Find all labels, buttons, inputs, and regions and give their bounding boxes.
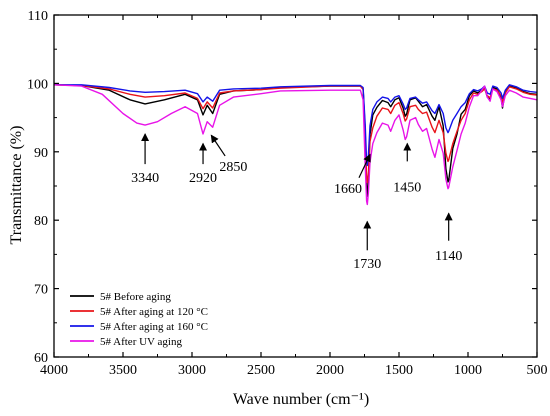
series-line-2 [54,84,538,167]
legend-item-label: 5# After aging at 120 °C [100,306,208,318]
legend-item-label: 5# After UV aging [100,336,182,348]
annotation-label: 3340 [131,171,159,186]
series-line-1 [53,84,538,184]
y-tick-label: 60 [34,351,48,366]
x-axis-label: Wave number (cm⁻¹) [233,391,369,408]
y-tick-label: 110 [28,9,48,24]
y-axis-label: Transmittance (%) [8,126,25,245]
y-tick-label: 90 [34,146,48,161]
annotation-label: 1730 [353,257,381,272]
annotation-label: 1660 [334,182,362,197]
legend-item-label: 5# Before aging [100,291,171,303]
annotation-arrow [358,153,371,179]
series-line-0 [53,84,538,197]
x-tick-label: 4000 [40,363,68,378]
x-tick-label: 1000 [454,363,482,378]
annotation-label: 2920 [189,171,217,186]
x-tick-label: 2500 [247,363,275,378]
annotation-arrow [210,134,226,157]
annotation-label: 1140 [435,249,462,264]
annotation-label: 2850 [219,160,247,175]
axes-layer: 4000 3500 3000 2500 2000 1500 1000 500 60 70 80 90 1… [27,9,548,378]
annotation-label: 1450 [393,180,421,195]
series-layer [53,84,538,206]
legend: 5# Before aging 5# After aging at 120 °C 5… [70,291,208,348]
x-tick-label: 1500 [385,363,413,378]
legend-item-label: 5# After aging at 160 °C [100,321,208,333]
y-tick-label: 100 [27,77,48,92]
x-tick-label: 3500 [109,363,137,378]
x-tick-label: 3000 [178,363,206,378]
series-line-3 [53,84,538,206]
x-tick-label: 2000 [316,363,344,378]
y-tick-label: 70 [34,283,48,298]
x-tick-label: 500 [527,363,548,378]
y-tick-label: 80 [34,214,48,229]
